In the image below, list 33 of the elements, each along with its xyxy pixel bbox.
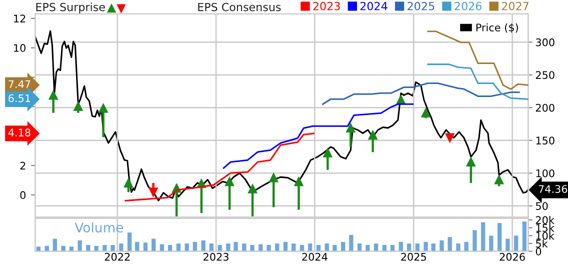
x-tick-label: 2022 (104, 252, 130, 261)
x-tick-label: 2024 (302, 252, 328, 261)
legend-label: 2025 (408, 2, 434, 10)
y2-tick-label: 0 (536, 248, 542, 256)
y2-tick-label: 100 (536, 169, 554, 178)
text: 6.51 (8, 94, 30, 102)
text: EPS Consensus (198, 2, 281, 12)
y2-tick-label: 300 (536, 38, 554, 46)
x-tick-label: 2025 (401, 252, 426, 261)
y2-tick-label: 150 (536, 136, 554, 144)
y-tick-label: 2 (20, 162, 26, 170)
legend-label: 2023 (313, 2, 340, 10)
text: EPS Surprise (36, 2, 105, 14)
data-label: 74.36 (538, 185, 568, 193)
legend-label: 2026 (454, 2, 482, 10)
y2-tick-label: 10k (536, 232, 554, 240)
y2-tick-label: 200 (536, 104, 554, 112)
y-tick-label: 10 (14, 44, 26, 52)
y-tick-label: 12 (14, 14, 26, 22)
text: 7.47 (8, 80, 30, 88)
legend-label: 2027 (502, 2, 528, 10)
annotation: Volume (74, 222, 124, 232)
y2-tick-label: 15k (536, 224, 554, 232)
legend-label: 2024 (360, 2, 388, 10)
y2-tick-label: 5k (536, 240, 548, 248)
y-tick-label: 0 (20, 191, 26, 200)
y2-tick-label: 250 (536, 71, 554, 79)
y2-tick-label: 50 (536, 202, 548, 210)
text: 4.18 (8, 128, 30, 136)
legend-label: Price ($) (476, 23, 518, 33)
y2-tick-label: 20k (536, 216, 554, 224)
x-tick-label: 2026 (500, 252, 525, 261)
x-tick-label: 2023 (204, 252, 228, 261)
